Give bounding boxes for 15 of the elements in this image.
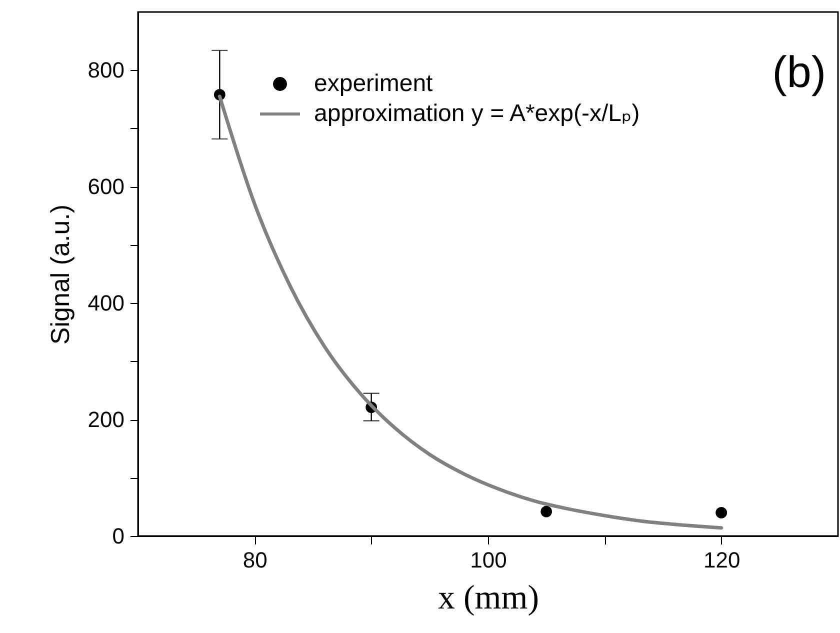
y-tick-label: 800 bbox=[88, 58, 124, 83]
legend-label: experiment bbox=[314, 70, 434, 97]
x-tick-label: 80 bbox=[242, 548, 268, 572]
y-tick-label: 200 bbox=[88, 407, 124, 432]
legend-label: approximation y = A*exp(-x/Lₚ) bbox=[314, 100, 640, 127]
x-tick-label: 100 bbox=[470, 548, 507, 572]
y-axis-title: Signal (a.u.) bbox=[44, 204, 75, 345]
y-tick-label: 600 bbox=[88, 174, 124, 200]
x-axis-title: x (mm) bbox=[438, 580, 540, 616]
y-tick-label: 0 bbox=[112, 524, 124, 548]
point bbox=[716, 507, 728, 518]
y-tick-label: 400 bbox=[88, 290, 124, 316]
point bbox=[540, 506, 552, 518]
annotation: (b) bbox=[772, 48, 826, 97]
x-tick-label: 120 bbox=[703, 548, 740, 572]
